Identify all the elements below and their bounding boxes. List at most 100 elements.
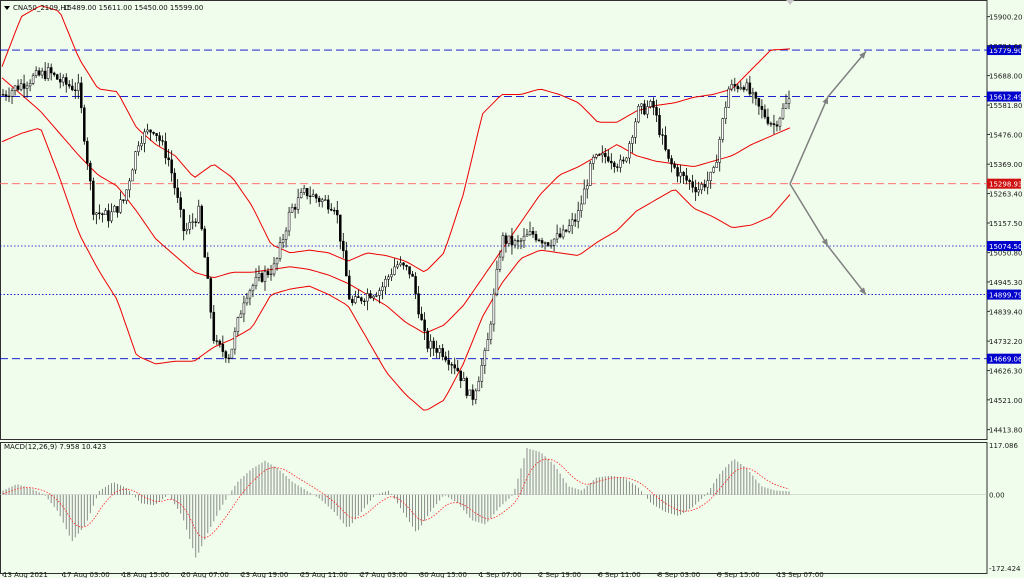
candle-body: [31, 75, 35, 84]
candle-body: [302, 188, 306, 193]
candle-body: [155, 133, 158, 136]
candle-body: [682, 172, 685, 176]
candle-body: [447, 359, 450, 365]
candle-body: [595, 154, 598, 158]
candle-body: [233, 331, 237, 350]
candle-body: [272, 263, 276, 275]
candle-body: [417, 293, 420, 315]
candle-body: [200, 205, 204, 230]
candle-body: [336, 210, 339, 216]
candle-body: [402, 262, 405, 266]
candle-body: [287, 211, 291, 232]
candle-body: [314, 194, 318, 199]
candle-body: [775, 124, 779, 127]
candle-body: [573, 219, 577, 222]
forecast-arrow-bullish[interactable]: [789, 50, 867, 185]
price-tick-label: 14945.30: [989, 279, 1022, 287]
candle-body: [525, 234, 529, 237]
candle-body: [673, 163, 676, 168]
level-tag-label: 14669.06: [989, 356, 1023, 364]
candle-body: [453, 364, 456, 369]
time-tick-label: 25 Aug 11:00: [301, 571, 348, 578]
candle-body: [585, 185, 589, 190]
time-tick-label: 17 Aug 03:00: [63, 571, 110, 578]
candle-body: [393, 266, 396, 275]
candle-body: [474, 390, 478, 400]
candle-body: [37, 70, 41, 76]
candle-body: [221, 343, 225, 352]
candle-body: [122, 199, 125, 201]
candle-body: [459, 370, 462, 382]
collapse-triangle-icon[interactable]: [4, 6, 10, 10]
level-tag: [987, 353, 1021, 364]
candle-body: [369, 293, 372, 299]
candle-body: [197, 205, 200, 223]
arrow-head-icon: [821, 238, 828, 247]
candle-body: [305, 188, 309, 197]
macd-signal-line: [2, 458, 790, 539]
candle-body: [610, 160, 613, 164]
candle-body: [13, 85, 17, 91]
macd-tick-label: 0.00: [989, 492, 1005, 500]
candle-body: [564, 229, 568, 232]
forecast-arrows: [789, 50, 867, 296]
macd-panel: 117.086 0.00 -172.424: [0, 442, 1021, 573]
candle-body: [558, 233, 562, 238]
candle-body: [206, 257, 210, 279]
candle-body: [685, 175, 688, 181]
arrow-head-icon: [822, 96, 828, 105]
candle-body: [787, 98, 791, 104]
candle-body: [510, 235, 514, 246]
candle-body: [670, 158, 673, 165]
shift-marker-icon[interactable]: [786, 0, 794, 5]
candle-body: [561, 229, 565, 238]
candle-body: [456, 367, 459, 372]
candle-body: [772, 123, 776, 126]
candle-body: [697, 189, 700, 193]
candle-body: [131, 169, 134, 182]
time-tick-label: 8 Sep 03:00: [658, 571, 700, 578]
candle-body: [655, 107, 658, 116]
candle-body: [616, 166, 619, 168]
candle-body: [185, 229, 188, 232]
candle-body: [763, 109, 767, 118]
candle-body: [658, 115, 661, 135]
candle-body: [55, 74, 59, 80]
candle-body: [281, 239, 285, 243]
candle-body: [513, 240, 517, 246]
candle-body: [661, 134, 664, 136]
candle-body: [308, 195, 312, 197]
candle-body: [555, 233, 559, 240]
candle-body: [700, 184, 703, 191]
candle-body: [98, 212, 101, 215]
candle-body: [25, 85, 29, 89]
candle-body: [414, 276, 417, 294]
price-tick-label: 15581.80: [989, 102, 1022, 110]
candle-body: [706, 180, 709, 188]
candle-body: [110, 211, 113, 222]
macd-tick-label: 117.086: [989, 442, 1018, 450]
candle-body: [471, 389, 475, 400]
candle-body: [381, 286, 384, 291]
candle-body: [218, 340, 222, 345]
candle-body: [263, 271, 267, 282]
candle-body: [92, 180, 95, 215]
candle-body: [492, 293, 496, 325]
price-tick-label: 15369.00: [989, 161, 1022, 169]
candle-body: [290, 207, 294, 213]
candle-body: [284, 230, 288, 240]
candle-body: [438, 348, 441, 353]
candlesticks: [1, 62, 791, 406]
candle-body: [7, 95, 11, 98]
candle-body: [649, 100, 652, 107]
forecast-arrow-bearish[interactable]: [789, 183, 867, 296]
candle-body: [528, 231, 532, 236]
candle-body: [709, 171, 712, 181]
candle-body: [411, 273, 414, 277]
candle-body: [588, 163, 592, 186]
candle-body: [519, 240, 523, 242]
candle-body: [751, 92, 755, 95]
candle-body: [396, 264, 399, 268]
